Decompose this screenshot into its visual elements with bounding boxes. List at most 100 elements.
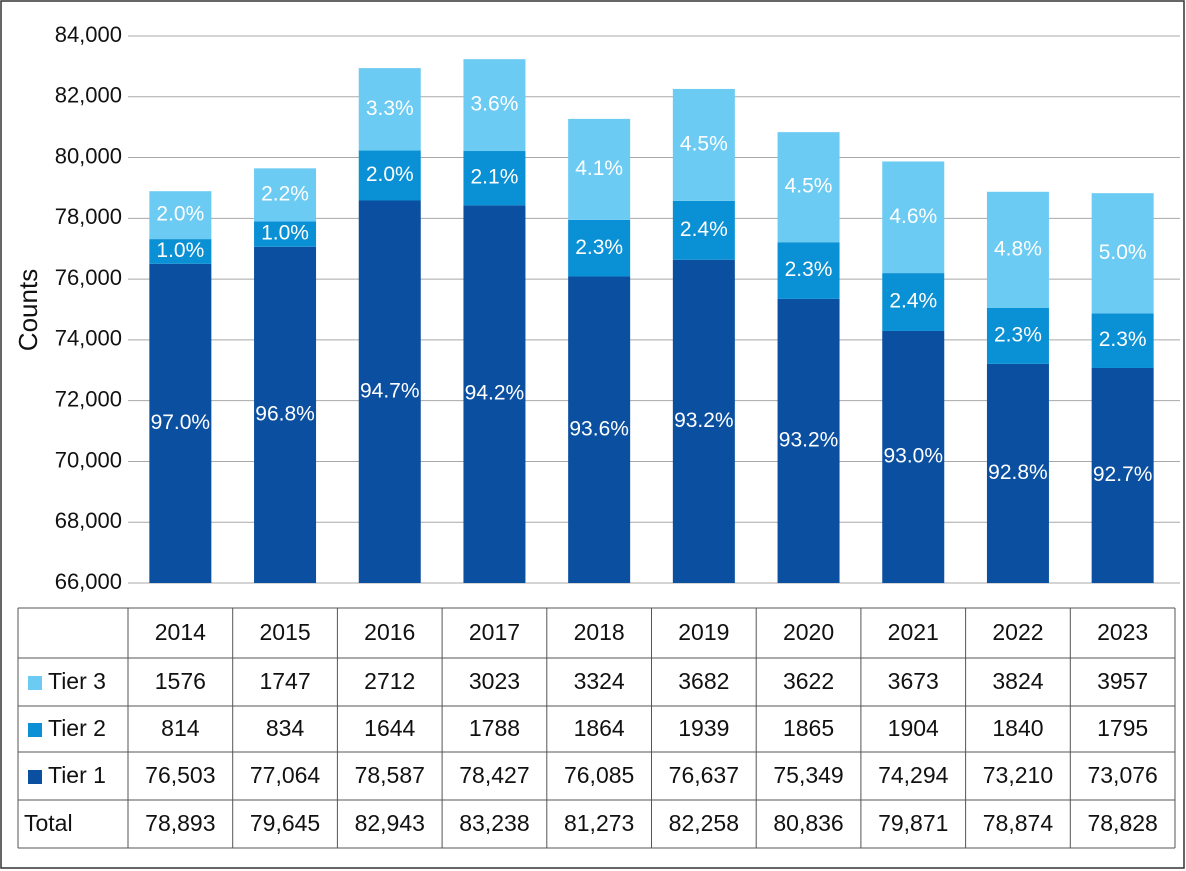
data-label: 2.0%: [366, 163, 414, 186]
legend-swatch: [28, 723, 42, 737]
data-label: 4.8%: [994, 237, 1042, 260]
table-cell: 1747: [259, 668, 310, 694]
x-tick-label: 2017: [469, 619, 520, 645]
y-axis-label: Counts: [13, 269, 43, 351]
data-label: 2.3%: [785, 258, 833, 281]
data-label: 93.0%: [883, 445, 943, 468]
table-cell: 75,349: [773, 762, 843, 788]
data-label: 4.5%: [680, 132, 728, 155]
bar-segment: [254, 168, 317, 222]
table-cell: 3957: [1097, 668, 1148, 694]
legend-swatch: [28, 676, 42, 690]
table-cell: 80,836: [773, 810, 843, 836]
table-cell: 83,238: [459, 810, 529, 836]
table-cell: 76,503: [145, 762, 215, 788]
bar-segment: [1091, 313, 1154, 368]
bar-segment: [672, 88, 735, 201]
x-tick-label: 2019: [678, 619, 729, 645]
table-cell: 3673: [888, 668, 939, 694]
data-label: 1.0%: [156, 239, 204, 262]
data-label: 2.0%: [156, 203, 204, 226]
x-tick-label: 2021: [888, 619, 939, 645]
bar-segment: [463, 205, 526, 583]
bar-segment: [1091, 193, 1154, 314]
table-cell: 74,294: [878, 762, 949, 788]
x-tick-label: 2015: [259, 619, 310, 645]
bar-segment: [672, 200, 735, 260]
bar-segment: [254, 246, 317, 583]
table-cell: 81,273: [564, 810, 634, 836]
table-cell: 77,064: [250, 762, 321, 788]
data-label: 94.7%: [360, 379, 420, 402]
data-label: 5.0%: [1099, 241, 1147, 264]
data-label: 2.2%: [261, 182, 309, 205]
data-label: 4.6%: [889, 205, 937, 228]
table-cell: 78,587: [355, 762, 425, 788]
bar-segment: [149, 263, 212, 583]
table-cell: 834: [266, 715, 305, 741]
bar-segment: [882, 330, 945, 583]
table-cell: 1576: [155, 668, 206, 694]
y-tick-label: 76,000: [55, 265, 122, 290]
y-tick-label: 84,000: [55, 22, 122, 47]
bar-segment: [672, 259, 735, 583]
table-cell: 2712: [364, 668, 415, 694]
table-cell: 1904: [888, 715, 939, 741]
data-label: 2.3%: [1099, 328, 1147, 351]
data-label: 2.4%: [889, 290, 937, 313]
legend-label: Tier 3: [48, 668, 106, 694]
data-label: 93.2%: [674, 409, 734, 432]
bar-segment: [777, 132, 840, 243]
y-tick-label: 82,000: [55, 83, 122, 108]
data-label: 2.4%: [680, 218, 728, 241]
table-cell: 78,893: [145, 810, 215, 836]
table-cell: 73,210: [983, 762, 1053, 788]
bar-segment: [254, 221, 317, 247]
table-cell: 1840: [992, 715, 1043, 741]
bar-segment: [882, 273, 945, 331]
table-cell: 3682: [678, 668, 729, 694]
table-cell: 1865: [783, 715, 834, 741]
table-cell: 1864: [574, 715, 625, 741]
bar-segment: [358, 68, 421, 151]
data-label: 3.6%: [471, 93, 519, 116]
table-cell: 814: [161, 715, 200, 741]
data-label: 4.1%: [575, 157, 623, 180]
table-cell: 3622: [783, 668, 834, 694]
x-tick-label: 2014: [155, 619, 206, 645]
bar-segment: [568, 276, 631, 583]
data-label: 92.8%: [988, 461, 1048, 484]
bar-segment: [986, 191, 1049, 308]
data-label: 93.6%: [569, 417, 629, 440]
data-label: 2.1%: [471, 166, 519, 189]
x-tick-label: 2022: [992, 619, 1043, 645]
y-tick-label: 78,000: [55, 204, 122, 229]
table-cell: 3023: [469, 668, 520, 694]
table-cell: 79,645: [250, 810, 320, 836]
table-cell: 1788: [469, 715, 520, 741]
table-cell: 82,258: [669, 810, 739, 836]
data-label: 94.2%: [465, 382, 525, 405]
data-label: 1.0%: [261, 222, 309, 245]
data-label: 3.3%: [366, 97, 414, 120]
table-cell: 79,871: [878, 810, 948, 836]
bar-segment: [1091, 367, 1154, 583]
bar-segment: [358, 150, 421, 201]
y-tick-label: 72,000: [55, 386, 122, 411]
bar-segment: [463, 151, 526, 206]
table-row-label: Total: [24, 810, 73, 836]
table-cell: 3824: [992, 668, 1043, 694]
table-cell: 78,828: [1087, 810, 1157, 836]
data-label: 2.3%: [994, 323, 1042, 346]
bar-segment: [568, 118, 631, 220]
table-cell: 1644: [364, 715, 415, 741]
y-tick-label: 80,000: [55, 143, 122, 168]
data-label: 93.2%: [779, 428, 839, 451]
bar-segment: [358, 200, 421, 583]
bar-segment: [149, 239, 212, 264]
legend-swatch: [28, 770, 42, 784]
x-tick-label: 2018: [574, 619, 625, 645]
bar-segment: [777, 242, 840, 299]
